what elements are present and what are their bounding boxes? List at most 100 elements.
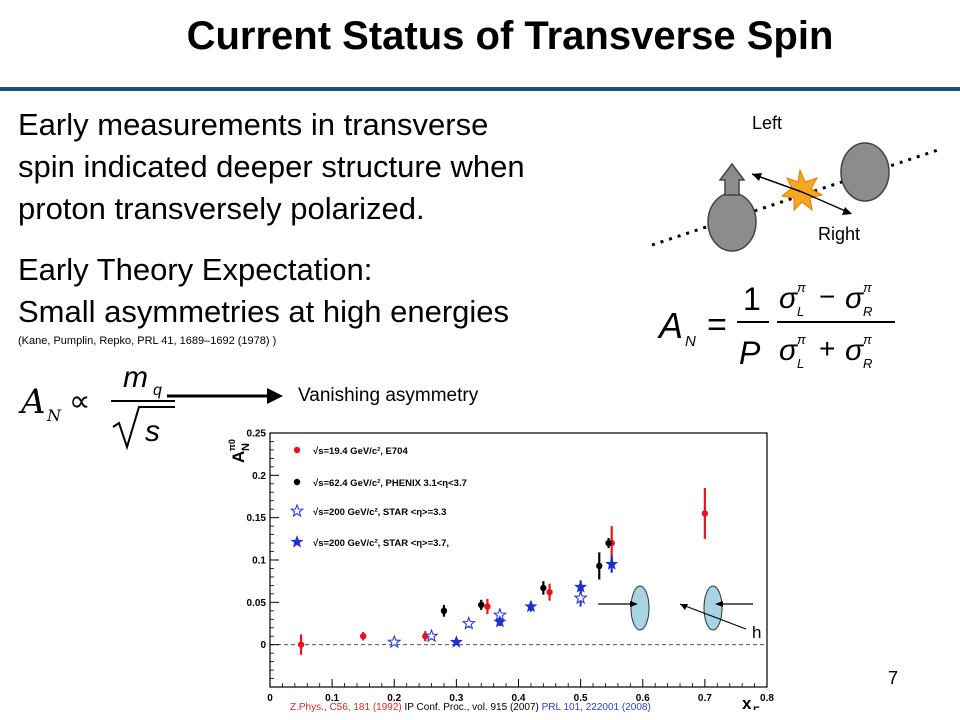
sub-l: L [797,356,804,371]
plus-sign: + [819,333,835,364]
x-axis-label-sub: F [753,705,760,710]
label-right: Right [818,224,861,244]
y-tick-label: 0.2 [252,471,266,482]
collision-diagram [651,142,939,252]
sup-pi: π [863,332,872,347]
data-point [573,590,588,605]
slide-title: Current Status of Transverse Spin [186,14,834,58]
legend-label: √s=19.4 GeV/c², E704 [313,446,408,457]
sup-pi: π [797,280,806,295]
y-tick-label: 0.05 [247,598,267,609]
formula-num-sub: q [153,382,162,399]
sub-l: L [797,304,804,319]
vanishing-asymmetry-label: Vanishing asymmetry [298,385,479,406]
asymmetry-chart: 0 0.1 0.2 0.3 0.4 0.5 0.6 0.7 0.8 0 0.05 0.1 0.15 0.2… [200,415,785,710]
data-point [449,635,463,648]
inset-arrow-right-icon [630,601,638,607]
data-point [461,615,476,630]
legend-label: √s=200 GeV/c², STAR <η>=3.3 [313,507,446,518]
intro-line: spin indicated deeper structure when [18,149,525,184]
sigma-left-top: σ [779,282,799,315]
spin-arrow-icon [718,162,746,196]
proton-left-icon [707,192,757,252]
data-point [386,634,402,649]
left-arrow-icon [752,173,762,181]
inset-proton-right-icon [703,585,723,631]
x-tick-label: 0.5 [574,693,588,704]
reference-phenix: IP Conf. Proc., vol. 915 (2007) [401,702,542,713]
legend-label: √s=200 GeV/c², STAR <η>=3.7, [313,538,449,549]
data-point [297,641,305,648]
proton-right-icon [840,142,890,202]
sigma-right-top: σ [845,282,865,315]
theory-line: Small asymmetries at high energies [18,294,510,329]
x-axis-label: x [742,694,752,710]
an-lhs: A [657,305,683,346]
theory-line: Early Theory Expectation: [18,252,373,287]
data-point [546,588,553,596]
collision-star-icon [780,168,824,212]
sup-pi: π [797,332,806,347]
data-point [524,599,538,613]
an-frac-den: P [739,335,761,371]
y-label-sup: π0 [227,439,237,451]
x-tick-label: 0.2 [387,693,401,704]
y-label-sub: N [240,443,252,451]
theory-paragraph: Early Theory Expectation: Small asymmetr… [18,249,509,333]
inset-proton-left-icon [630,585,650,631]
references: Z.Phys., C56, 181 (1992) IP Conf. Proc.,… [290,702,651,713]
formula-den: s [145,415,160,448]
data-point [478,601,485,609]
data-point [493,614,507,628]
data-point [596,562,603,570]
legend-label: √s=62.4 GeV/c², PHENIX 3.1<η<3.7 [313,478,467,489]
an-equals: = [707,306,727,344]
x-tick-label: 0.8 [760,693,774,704]
x-tick-label: 0 [267,693,273,704]
reference-e704[interactable]: Z.Phys., C56, 181 (1992) [290,702,402,713]
x-tick-label: 0.6 [636,693,650,704]
inset-arrow-left-icon [715,601,723,607]
data-point [605,557,619,570]
legend-marker [293,478,301,486]
y-tick-label: 0.1 [252,556,266,567]
label-left: Left [752,113,783,133]
intro-line: Early measurements in transverse [18,107,489,142]
y-tick-label: 0 [260,640,266,651]
sqrt-sign-icon [112,406,175,451]
vanishing-arrow [167,388,283,404]
data-point [440,607,448,614]
x-tick-label: 0.7 [698,693,712,704]
data-point [605,539,612,547]
x-tick-label: 0.1 [325,693,339,704]
hadron-inset: h [598,585,761,642]
reference-star[interactable]: PRL 101, 222001 (2008) [541,702,651,713]
inset-hadron-arrow-icon [680,604,688,610]
sub-r: R [863,304,872,319]
sigma-right-bottom: σ [845,334,865,367]
legend-marker [289,503,305,518]
formula-lhs-sub: N [46,406,62,425]
an-frac-num: 1 [743,281,761,317]
formula-prop-symbol: ∝ [69,385,90,418]
y-tick-label: 0.25 [247,429,267,440]
x-tick-label: 0.3 [449,693,463,704]
chart-legend: √s=19.4 GeV/c², E704 √s=62.4 GeV/c², PHEN… [289,446,467,549]
right-arrow-icon [842,207,852,215]
data-point [359,633,367,640]
hadron-label: h [752,623,761,642]
data-point [424,628,439,643]
title-divider [0,87,960,91]
formula-lhs: A [18,382,46,422]
data-point [484,603,491,610]
sigma-left-bottom: σ [779,334,799,367]
minus-sign: − [819,281,835,312]
page-number: 7 [888,668,899,688]
data-point [574,580,588,593]
intro-line: proton transversely polarized. [18,191,425,226]
intro-paragraph: Early measurements in transverse spin in… [18,104,525,230]
asymmetry-formula: A N = 1 P σ π L − σ π R σ π L + σ π R [657,280,895,371]
y-label-main: A [229,451,248,463]
legend-marker [290,535,304,548]
